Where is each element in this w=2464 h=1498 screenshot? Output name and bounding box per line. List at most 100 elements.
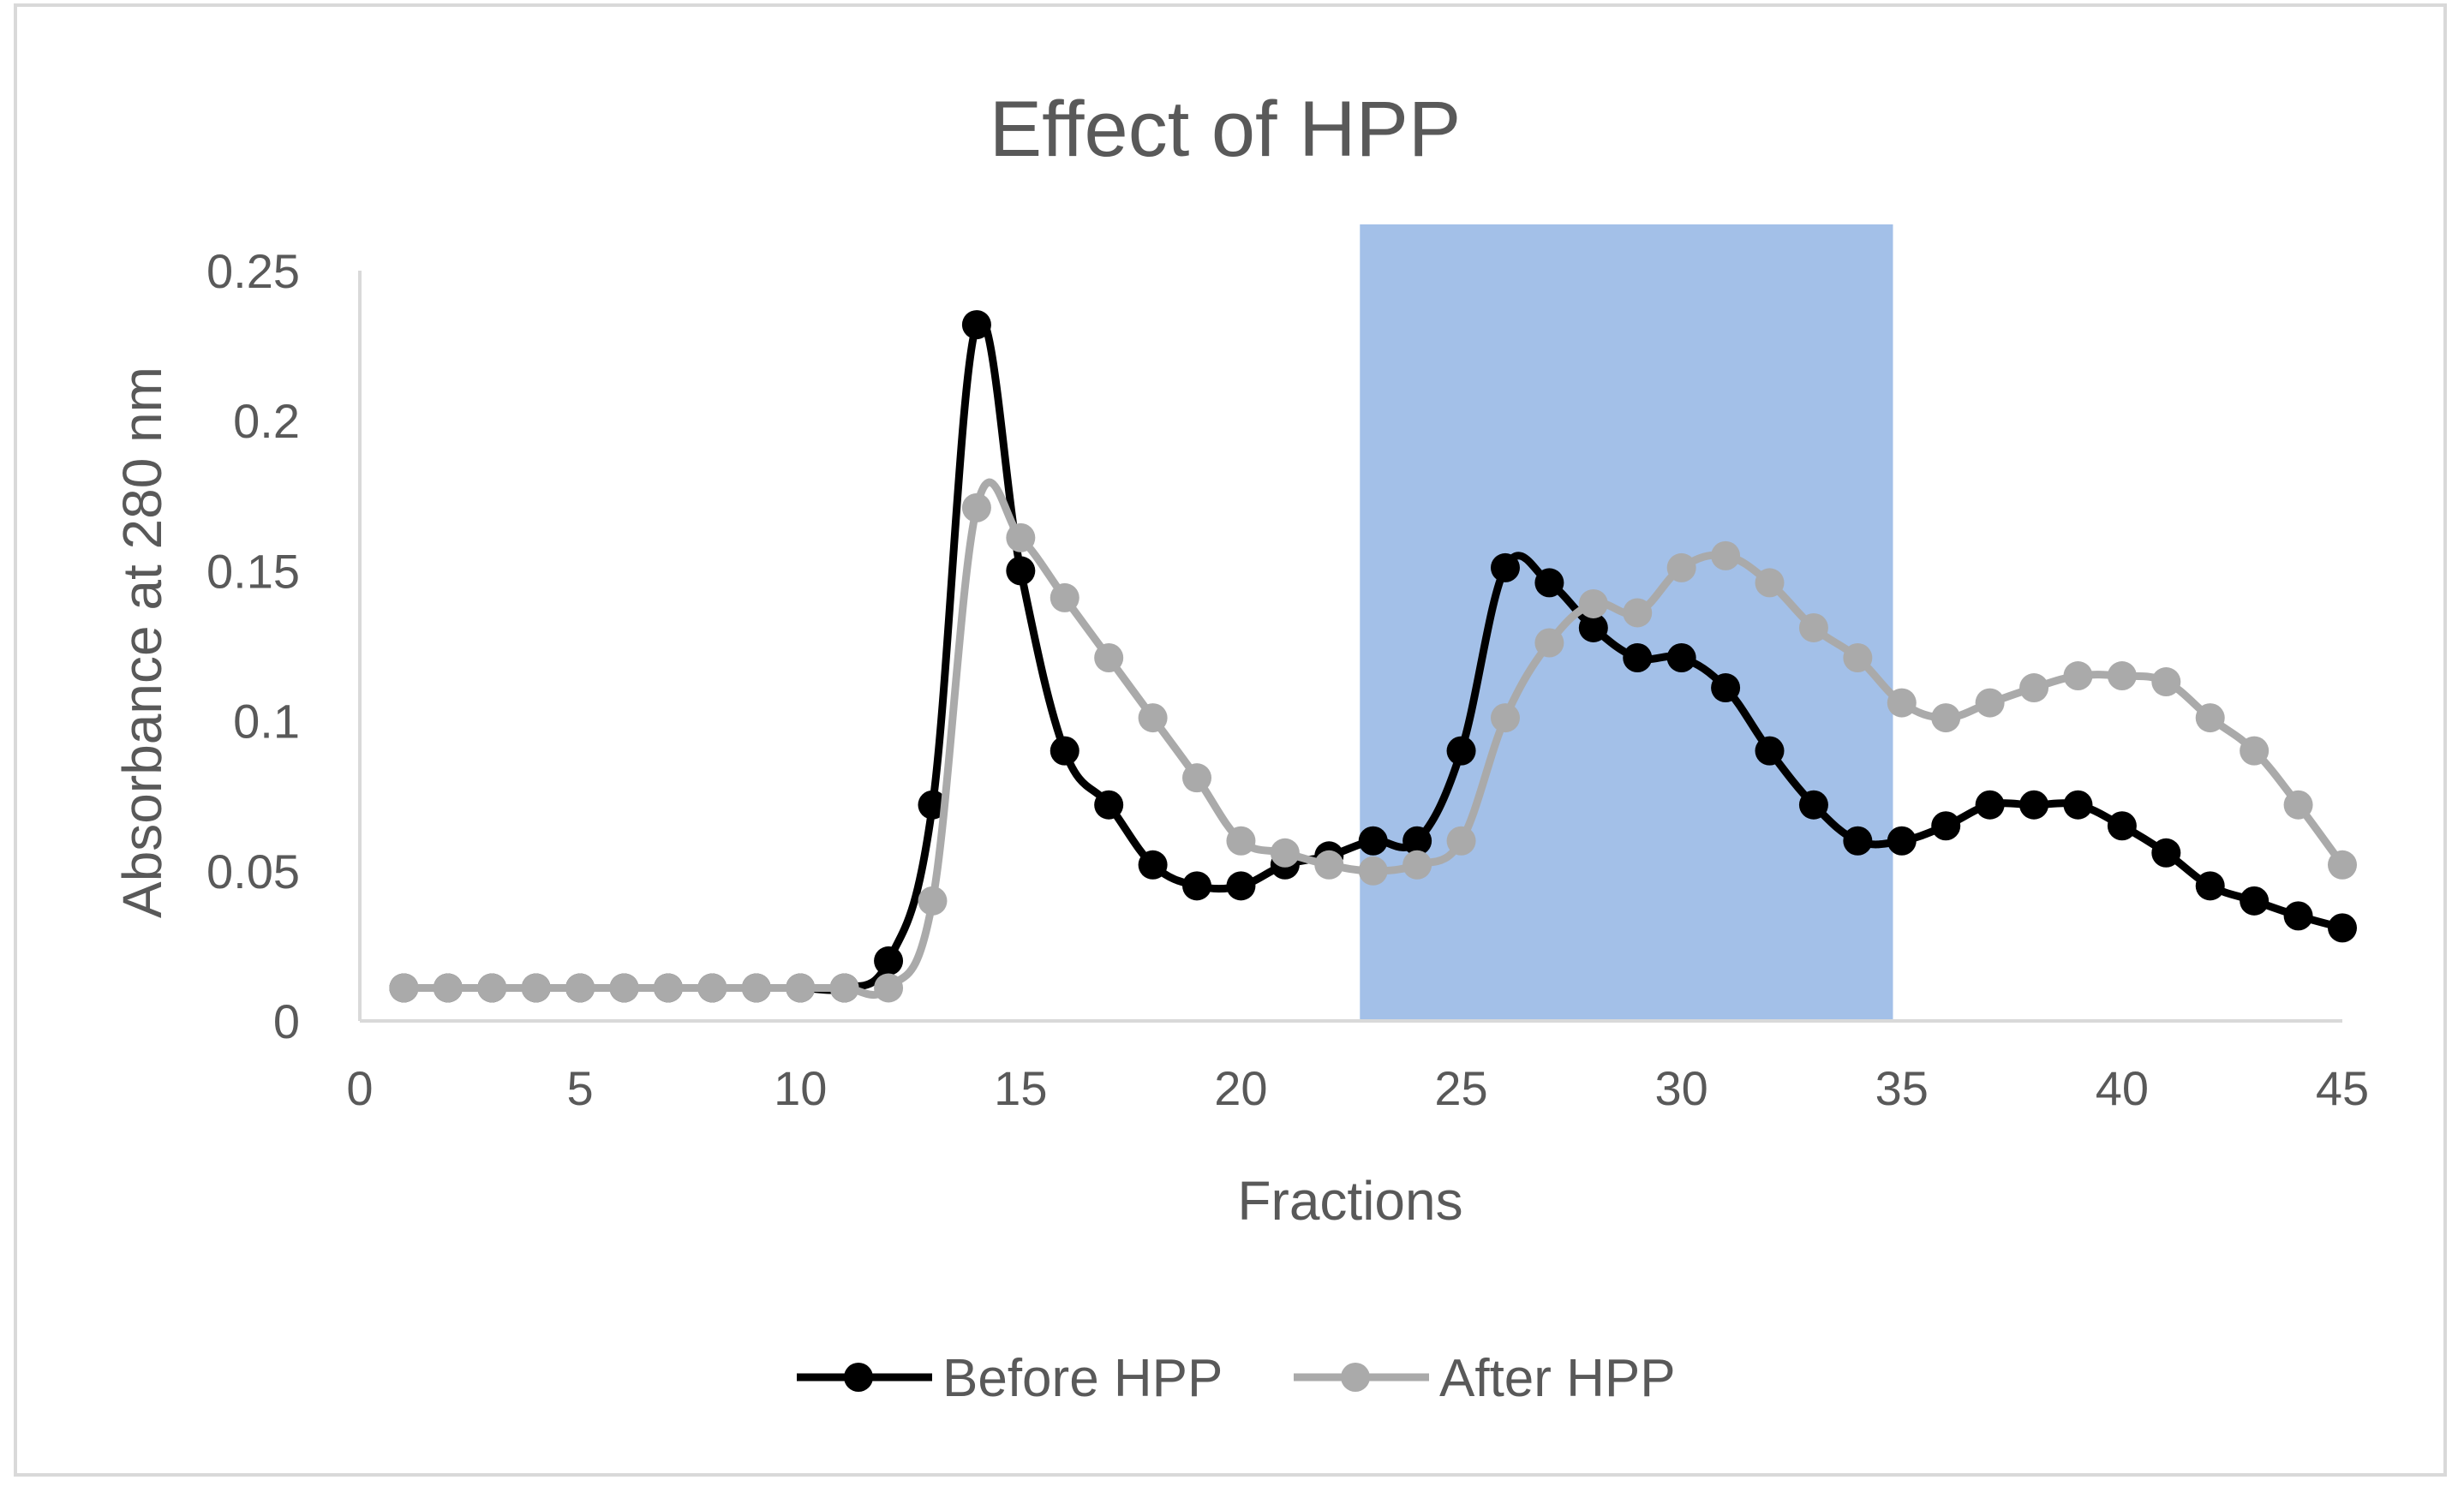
data-point	[1975, 790, 2005, 820]
data-point	[1446, 736, 1476, 766]
data-point	[2019, 673, 2049, 703]
data-point	[697, 973, 727, 1003]
data-point	[1226, 826, 1256, 856]
y-tick-label: 0.05	[206, 844, 300, 898]
data-point	[1578, 588, 1608, 618]
data-point	[653, 973, 683, 1003]
data-point	[2240, 886, 2270, 916]
data-point	[918, 790, 948, 820]
data-point	[1094, 790, 1124, 820]
data-point	[1534, 628, 1564, 658]
data-point	[433, 973, 463, 1003]
data-point	[1050, 736, 1079, 766]
data-point	[1887, 826, 1917, 856]
data-point	[1270, 838, 1300, 868]
data-point	[2283, 901, 2313, 931]
data-point	[2107, 661, 2137, 691]
x-tick-label: 15	[994, 1061, 1047, 1115]
legend-marker	[844, 1363, 873, 1392]
data-point	[1623, 598, 1653, 628]
data-point	[1006, 522, 1036, 552]
data-point	[389, 973, 419, 1003]
data-point	[1138, 850, 1168, 880]
y-tick-label: 0	[273, 994, 300, 1048]
x-tick-label: 45	[2316, 1061, 2369, 1115]
data-point	[1623, 643, 1653, 673]
data-point	[2151, 667, 2181, 697]
data-point	[1182, 871, 1212, 901]
data-point	[786, 973, 816, 1003]
data-point	[1006, 556, 1036, 586]
data-point	[1226, 871, 1256, 901]
series-after-hpp	[389, 478, 2357, 1003]
y-tick-label: 0.15	[206, 544, 300, 598]
data-point	[741, 973, 771, 1003]
legend-item-before-hpp: Before HPP	[797, 1349, 1223, 1408]
data-point	[2019, 790, 2049, 820]
data-point	[1402, 826, 1432, 856]
data-point	[2195, 871, 2225, 901]
x-tick-label: 30	[1655, 1061, 1708, 1115]
data-point	[874, 973, 904, 1003]
data-point	[521, 973, 551, 1003]
data-point	[1534, 568, 1564, 598]
data-point	[609, 973, 639, 1003]
y-tick-labels: 0 0.05 0.1 0.15 0.2 0.25	[206, 244, 300, 1048]
data-point	[829, 973, 859, 1003]
data-point	[918, 886, 948, 916]
data-point	[1843, 826, 1873, 856]
data-point	[1050, 582, 1079, 612]
data-point	[1666, 643, 1696, 673]
legend-marker	[1341, 1363, 1370, 1392]
data-point	[2063, 661, 2093, 691]
data-point	[1314, 850, 1344, 880]
data-point	[1094, 643, 1124, 673]
data-point	[2063, 790, 2093, 820]
x-tick-labels: 0 5 10 15 20 25 30 35 40 45	[346, 1061, 2369, 1115]
data-point	[1578, 612, 1608, 642]
data-point	[1887, 688, 1917, 718]
data-point	[1138, 703, 1168, 733]
x-tick-label: 20	[1214, 1061, 1267, 1115]
legend-item-after-hpp: After HPP	[1294, 1349, 1676, 1408]
x-axis-title: Fractions	[1237, 1170, 1462, 1232]
y-tick-label: 0.1	[233, 695, 300, 749]
data-point	[1666, 552, 1696, 582]
data-point	[1182, 763, 1212, 793]
x-tick-label: 40	[2096, 1061, 2149, 1115]
y-tick-label: 0.25	[206, 244, 300, 298]
data-point	[2328, 913, 2357, 943]
data-point	[1711, 673, 1741, 703]
data-point	[1755, 568, 1785, 598]
legend-label: Before HPP	[942, 1349, 1223, 1408]
series-layer	[389, 310, 2357, 1003]
data-point	[1358, 856, 1388, 886]
data-point	[2328, 850, 2357, 880]
data-point	[1931, 703, 1961, 733]
x-tick-label: 35	[1875, 1061, 1929, 1115]
data-point	[1798, 790, 1828, 820]
x-tick-label: 25	[1434, 1061, 1487, 1115]
y-tick-label: 0.2	[233, 394, 300, 448]
x-tick-label: 5	[567, 1061, 594, 1115]
chart-title: Effect of HPP	[990, 86, 1462, 173]
data-point	[1798, 612, 1828, 642]
data-point	[1843, 643, 1873, 673]
legend: Before HPP After HPP	[797, 1349, 1676, 1408]
data-point	[477, 973, 507, 1003]
data-point	[2151, 838, 2181, 868]
data-point	[2107, 811, 2137, 841]
data-point	[1358, 826, 1388, 856]
data-point	[961, 310, 991, 340]
data-point	[1490, 703, 1520, 733]
data-point	[2240, 736, 2270, 766]
chart-frame	[14, 3, 2447, 1477]
data-point	[2283, 790, 2313, 820]
data-point	[1931, 811, 1961, 841]
data-point	[874, 946, 904, 976]
data-point	[961, 492, 991, 522]
data-point	[1975, 688, 2005, 718]
data-point	[2195, 703, 2225, 733]
data-point	[1711, 540, 1741, 570]
